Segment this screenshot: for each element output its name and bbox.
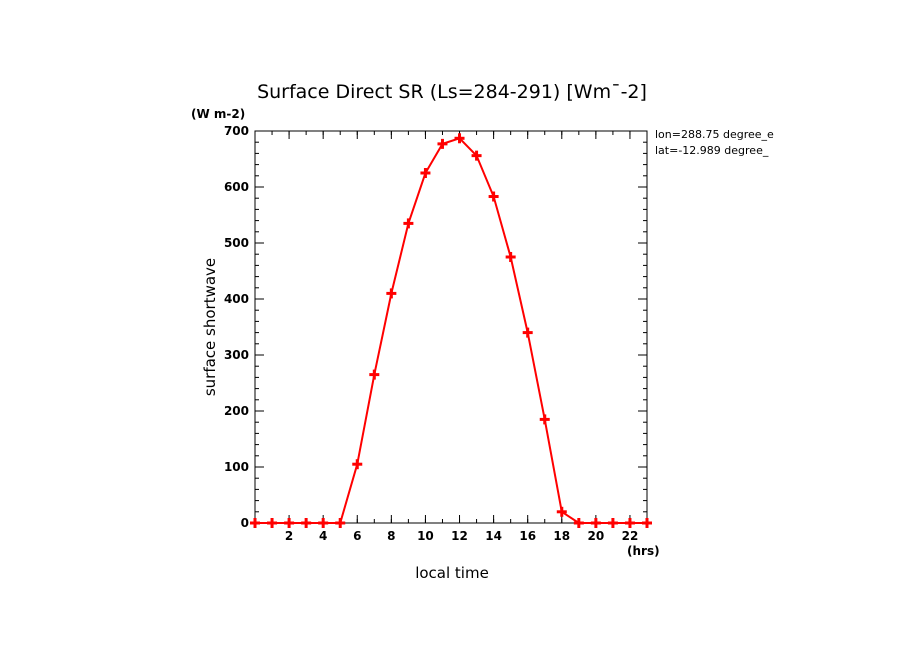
x-tick-label: 14 [485, 529, 502, 543]
y-axis-label: surface shortwave [201, 258, 219, 396]
data-point-marker [454, 133, 465, 144]
data-point-marker [318, 518, 329, 528]
data-point-marker [573, 518, 584, 528]
data-point-marker [607, 518, 618, 528]
data-point-marker [437, 138, 448, 149]
data-point-marker [488, 191, 499, 202]
data-point-marker [471, 150, 482, 161]
data-point-marker [335, 518, 346, 528]
y-tick-label: 0 [241, 516, 249, 530]
data-point-marker [267, 518, 278, 528]
data-point-marker [539, 414, 550, 425]
x-tick-label: 6 [353, 529, 361, 543]
x-tick-label: 2 [285, 529, 293, 543]
y-tick-label: 400 [224, 292, 249, 306]
data-point-marker [369, 369, 380, 380]
y-tick-label: 100 [224, 460, 249, 474]
x-tick-label: 22 [622, 529, 639, 543]
data-point-marker [284, 518, 295, 528]
annotation-lat: lat=-12.989 degree_ [655, 144, 769, 157]
data-point-marker [624, 518, 635, 528]
data-point-marker [403, 218, 414, 229]
annotation-lon: lon=288.75 degree_e [655, 128, 774, 141]
x-tick-label: 20 [588, 529, 605, 543]
y-tick-label: 600 [224, 180, 249, 194]
data-point-marker [590, 518, 601, 528]
y-tick-label: 300 [224, 348, 249, 362]
x-tick-label: 10 [417, 529, 434, 543]
plot-frame [254, 130, 648, 524]
x-tick-label: 16 [519, 529, 536, 543]
data-point-marker [420, 168, 431, 178]
data-point-marker [301, 518, 312, 528]
data-point-marker [642, 518, 652, 528]
data-point-marker [250, 518, 260, 528]
data-point-marker [556, 506, 567, 517]
data-point-marker [386, 288, 397, 299]
y-tick-label: 500 [224, 236, 249, 250]
y-tick-label: 700 [224, 124, 249, 138]
y-tick-label: 200 [224, 404, 249, 418]
y-axis-unit: (W m-2) [191, 107, 245, 121]
x-axis-unit: (hrs) [627, 544, 660, 558]
series-line [255, 137, 647, 524]
data-point-marker [352, 459, 363, 470]
series-group [250, 133, 652, 528]
x-tick-label: 12 [451, 529, 468, 543]
x-tick-label: 4 [319, 529, 327, 543]
x-tick-label: 8 [387, 529, 395, 543]
data-point-marker [522, 327, 533, 338]
axes: 2 4 6 8 10 12 14 16 18 20 22 0 100 200 300 400 500 600 700 [224, 124, 648, 543]
x-axis-label: local time [415, 564, 489, 582]
x-tick-label: 18 [553, 529, 570, 543]
data-point-marker [505, 252, 516, 262]
chart-title: Surface Direct SR (Ls=284-291) [Wm¯-2] [257, 81, 647, 103]
